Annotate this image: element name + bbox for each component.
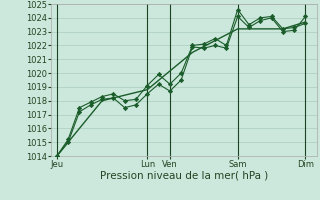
- X-axis label: Pression niveau de la mer( hPa ): Pression niveau de la mer( hPa ): [100, 171, 268, 181]
